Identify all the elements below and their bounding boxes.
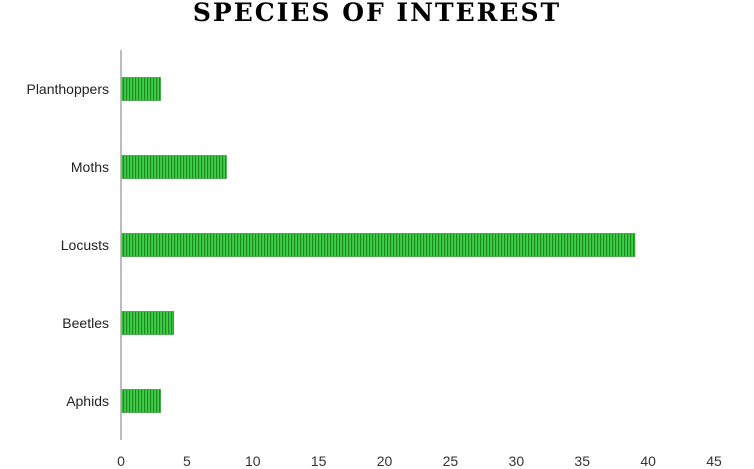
chart-title: SPECIES OF INTEREST [192,0,562,27]
category-label-locusts: Locusts [61,237,109,253]
x-tick-label: 10 [245,453,261,469]
x-tick-label: 0 [117,453,125,469]
bar-locusts [121,233,636,257]
bar-beetles [121,311,175,335]
x-tick-label: 20 [377,453,393,469]
bar-planthoppers [121,77,161,101]
category-labels: Planthoppers Moths Locusts Beetles Aphids [26,81,109,409]
category-label-moths: Moths [71,159,109,175]
category-label-beetles: Beetles [62,315,109,331]
x-tick-label: 35 [574,453,590,469]
x-tick-label: 5 [183,453,191,469]
x-tick-label: 30 [509,453,525,469]
x-tick-label: 15 [311,453,327,469]
x-tick-label: 40 [640,453,656,469]
bar-aphids [121,389,161,413]
bars [121,77,636,413]
bar-moths [121,155,227,179]
x-tick-label: 25 [443,453,459,469]
category-label-aphids: Aphids [66,393,109,409]
x-tick-labels: 0 5 10 15 20 25 30 35 40 45 [117,453,722,469]
x-tick-label: 45 [706,453,722,469]
category-label-planthoppers: Planthoppers [26,81,109,97]
